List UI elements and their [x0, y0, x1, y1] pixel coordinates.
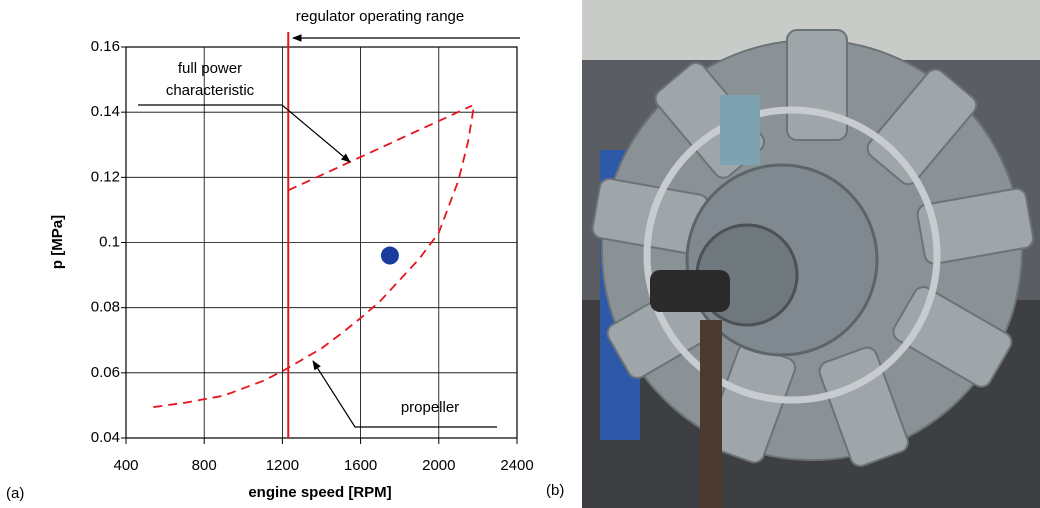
series-line — [153, 105, 475, 408]
y-tick-label: 0.16 — [91, 38, 120, 55]
data-point — [380, 246, 399, 265]
y-tick-label: 0.14 — [91, 103, 120, 120]
y-tick-label: 0.1 — [99, 233, 120, 250]
x-tick-label: 800 — [192, 457, 217, 474]
panel-label: (a) — [6, 485, 24, 502]
x-axis-label: engine speed [RPM] — [248, 484, 391, 501]
y-tick-label: 0.12 — [91, 168, 120, 185]
annotation: full power characteristic — [165, 60, 255, 99]
x-tick-label: 2400 — [500, 457, 533, 474]
plot-frame — [125, 46, 518, 439]
x-tick-label: 2000 — [422, 457, 455, 474]
y-tick-label: 0.04 — [91, 429, 120, 446]
y-axis-label: p [MPa] — [49, 215, 66, 269]
annotation: regulator operating range — [296, 8, 464, 25]
leader-line — [138, 104, 351, 163]
leader-line — [312, 360, 497, 428]
plot: 0.04 0.06 0.08 0.1 0.12 0.14 0.16 400 800 1200 160… — [91, 32, 534, 474]
chart: 0.04 0.06 0.08 0.1 0.12 0.14 0.16 400 800 1200 160… — [6, 8, 534, 502]
x-tick-label: 1600 — [344, 457, 377, 474]
y-tick-label: 0.08 — [91, 299, 120, 316]
annotation: propeller — [401, 399, 459, 416]
x-tick-label: 400 — [113, 457, 138, 474]
panel-label: (b) — [546, 482, 565, 499]
engine-photo — [582, 0, 1040, 508]
y-tick-label: 0.06 — [91, 364, 120, 381]
x-tick-label: 1200 — [266, 457, 299, 474]
series-line — [287, 104, 473, 192]
